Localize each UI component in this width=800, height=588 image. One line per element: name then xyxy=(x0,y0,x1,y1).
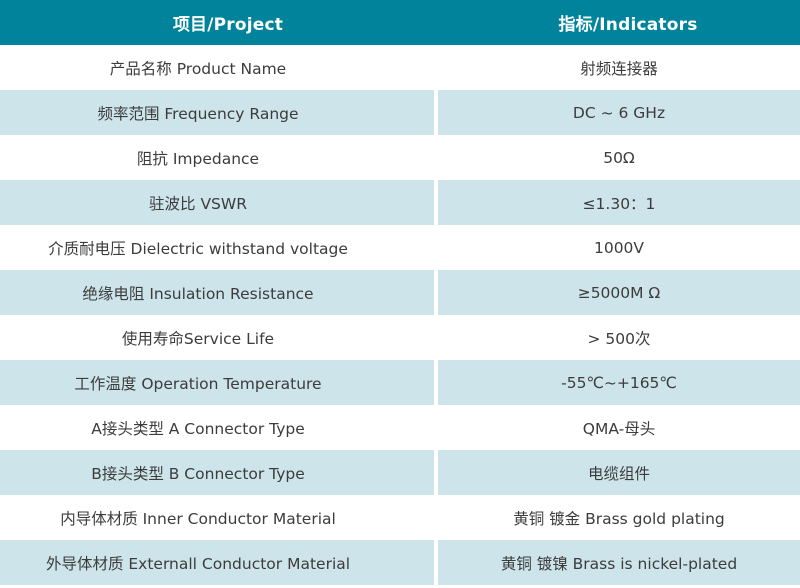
table-row: 驻波比 VSWR ≤1.30：1 xyxy=(0,180,800,225)
spec-value: 1000V xyxy=(593,238,645,257)
spec-value: -55℃~+165℃ xyxy=(438,360,800,405)
header-cell-indicators: 指标/Indicators xyxy=(558,15,698,35)
spec-value: DC ~ 6 GHz xyxy=(438,90,800,135)
spec-label: 绝缘电阻 Insulation Resistance xyxy=(0,270,434,315)
spec-table-body: 产品名称 Product Name 射频连接器 频率范围 Frequency R… xyxy=(0,45,800,585)
spec-label: 使用寿命Service Life xyxy=(121,329,275,348)
table-row: 工作温度 Operation Temperature -55℃~+165℃ xyxy=(0,360,800,405)
spec-label: 驻波比 VSWR xyxy=(0,180,434,225)
table-row: A接头类型 A Connector Type QMA-母头 xyxy=(0,405,800,450)
spec-value: 黄铜 镀镍 Brass is nickel-plated xyxy=(438,540,800,585)
spec-label: 阻抗 Impedance xyxy=(136,149,260,168)
spec-value: ≥5000M Ω xyxy=(438,270,800,315)
table-row: 外导体材质 Externall Conductor Material 黄铜 镀镍… xyxy=(0,540,800,585)
header-cell-project: 项目/Project xyxy=(172,15,284,35)
spec-value: 射频连接器 xyxy=(580,59,658,78)
spec-label: B接头类型 B Connector Type xyxy=(0,450,434,495)
table-row: 频率范围 Frequency Range DC ~ 6 GHz xyxy=(0,90,800,135)
table-row: 介质耐电压 Dielectric withstand voltage 1000V xyxy=(0,225,800,270)
table-row: 产品名称 Product Name 射频连接器 xyxy=(0,45,800,90)
spec-value: 黄铜 镀金 Brass gold plating xyxy=(513,509,725,528)
table-row: 内导体材质 Inner Conductor Material 黄铜 镀金 Bra… xyxy=(0,495,800,540)
spec-label: 产品名称 Product Name xyxy=(109,59,287,78)
table-row: 使用寿命Service Life > 500次 xyxy=(0,315,800,360)
spec-label: 介质耐电压 Dielectric withstand voltage xyxy=(48,239,348,258)
spec-label: A接头类型 A Connector Type xyxy=(91,419,305,438)
table-row: 阻抗 Impedance 50Ω xyxy=(0,135,800,180)
table-header-row: 项目/Project 指标/Indicators xyxy=(0,0,800,45)
spec-label: 内导体材质 Inner Conductor Material xyxy=(60,509,336,528)
table-row: B接头类型 B Connector Type 电缆组件 xyxy=(0,450,800,495)
spec-label: 工作温度 Operation Temperature xyxy=(0,360,434,405)
spec-label: 外导体材质 Externall Conductor Material xyxy=(0,540,434,585)
spec-label: 频率范围 Frequency Range xyxy=(0,90,434,135)
spec-value: 电缆组件 xyxy=(438,450,800,495)
spec-value: 50Ω xyxy=(603,148,635,167)
table-row: 绝缘电阻 Insulation Resistance ≥5000M Ω xyxy=(0,270,800,315)
spec-value: QMA-母头 xyxy=(582,419,656,438)
spec-value: > 500次 xyxy=(587,329,651,348)
spec-value: ≤1.30：1 xyxy=(438,180,800,225)
